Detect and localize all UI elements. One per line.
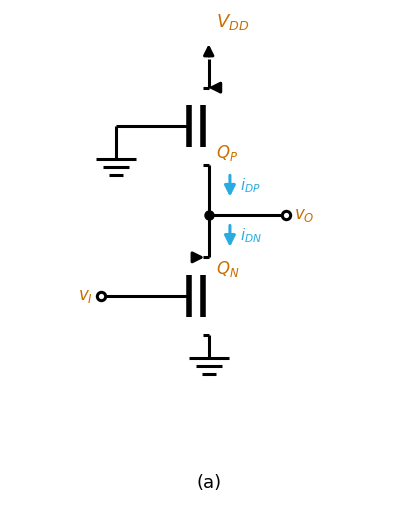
Text: $Q_N$: $Q_N$ <box>215 259 239 279</box>
Text: $i_{DP}$: $i_{DP}$ <box>240 176 261 195</box>
Text: (a): (a) <box>196 474 221 492</box>
Text: $v_O$: $v_O$ <box>293 206 313 224</box>
Text: $Q_P$: $Q_P$ <box>215 143 237 163</box>
Text: $V_{DD}$: $V_{DD}$ <box>215 12 248 32</box>
Text: $i_{DN}$: $i_{DN}$ <box>240 227 262 245</box>
Text: $v_I$: $v_I$ <box>78 287 93 305</box>
